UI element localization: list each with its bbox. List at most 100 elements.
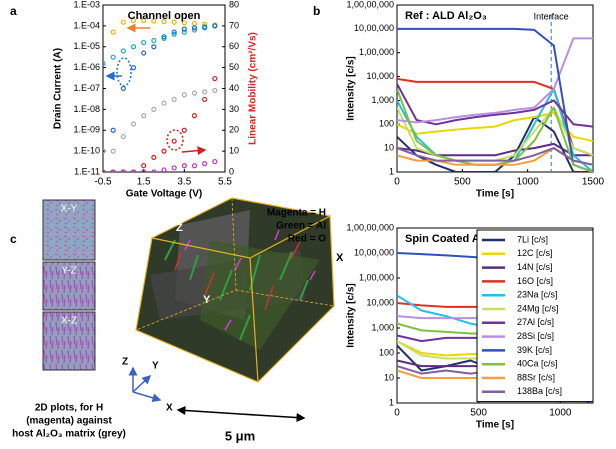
- x-tick-label: 5.5: [218, 177, 232, 188]
- y-tick-label: 10: [384, 143, 394, 153]
- series-line: [397, 83, 593, 128]
- legend-label: 40Ca [c/s]: [517, 359, 558, 369]
- caption: 2D plots, for H: [35, 403, 103, 414]
- series-group: [103, 17, 218, 172]
- legend-label: 7Li [c/s]: [517, 234, 548, 244]
- data-point: [141, 163, 147, 169]
- legend-label: 16O [c/s]: [517, 276, 553, 286]
- series-line: [397, 27, 593, 172]
- strip-label: X-Z: [61, 316, 77, 327]
- data-point: [161, 148, 167, 154]
- cube-axis-label: X: [336, 252, 344, 264]
- data-point: [181, 20, 187, 26]
- data-point: [151, 154, 157, 161]
- y-tick-label: 1,00,00,000: [346, 0, 394, 9]
- data-point: [191, 20, 198, 27]
- x-tick-label: 1.5: [137, 177, 151, 188]
- data-point: [161, 167, 167, 172]
- series-line: [397, 116, 593, 172]
- data-point: [130, 169, 137, 172]
- data-point: [171, 19, 177, 25]
- data-point: [171, 96, 177, 103]
- legend-label: 23Na [c/s]: [517, 290, 558, 300]
- data-point: [151, 169, 157, 172]
- y2-tick-label: 10: [229, 146, 239, 156]
- y-tick-label: 1.E-06: [73, 62, 100, 72]
- data-point: [191, 27, 198, 33]
- slice-strips: [42, 199, 96, 371]
- y-tick-label: 100: [379, 119, 394, 129]
- interface-label: Interface: [534, 11, 569, 21]
- data-point: [161, 34, 167, 40]
- data-point: [171, 165, 177, 171]
- y-tick-label: 1.E-03: [73, 0, 100, 9]
- x-axis-label: Gate Voltage (V): [126, 189, 203, 200]
- scale-label: 5 μm: [225, 428, 255, 443]
- data-point: [191, 90, 198, 96]
- data-point: [110, 29, 116, 35]
- legend-box: [476, 229, 594, 403]
- y-tick-label: 1.E-07: [73, 83, 100, 93]
- y-tick-label: 1,00,000: [359, 47, 394, 57]
- legend-label: 138Ba [c/s]: [517, 386, 562, 396]
- y2-tick-label: 20: [229, 125, 239, 135]
- y-tick-label: 10,00,000: [354, 23, 394, 33]
- series-line: [397, 147, 593, 166]
- x-tick-label: 500: [470, 408, 487, 419]
- series-line: [397, 37, 593, 124]
- y2-tick-label: 30: [229, 104, 239, 114]
- data-point: [171, 29, 177, 35]
- y-tick-label: 1.E-05: [73, 41, 100, 51]
- data-point: [202, 89, 208, 95]
- data-point: [171, 31, 177, 37]
- legend-label: 24Mg [c/s]: [517, 303, 559, 313]
- data-point: [181, 29, 187, 35]
- data-point: [130, 65, 137, 71]
- color-key: Magenta = H: [267, 208, 326, 219]
- y-tick-label: 1: [389, 166, 394, 176]
- x-tick-label: 1000: [549, 408, 572, 419]
- legend-label: 39K [c/s]: [517, 345, 552, 355]
- x-tick-label: 1000: [517, 177, 540, 188]
- annotation-arrows: [105, 23, 207, 156]
- y2-tick-label: 80: [229, 0, 239, 9]
- caption: (magenta) against: [26, 416, 112, 427]
- data-point: [151, 37, 157, 44]
- y-tick-label: 1,00,000: [359, 272, 394, 282]
- x-tick-label: 0: [394, 408, 400, 419]
- y-tick-label: 10: [384, 372, 394, 382]
- data-point: [161, 19, 167, 25]
- triad-label: X: [166, 403, 173, 414]
- strip-label: Y-Z: [61, 266, 76, 277]
- y-tick-label: 1.E-10: [73, 146, 100, 156]
- y-tick-label: 10,00,000: [354, 247, 394, 257]
- data-point: [181, 163, 187, 169]
- axis-triad: [128, 366, 162, 403]
- data-point: [191, 25, 198, 31]
- color-key: Red = O: [288, 234, 326, 245]
- y-tick-label: 1,000: [371, 322, 394, 332]
- y-tick-label: 1.E-09: [73, 125, 100, 135]
- data-point: [181, 92, 187, 98]
- y-tick-label: 10,000: [366, 71, 394, 81]
- data-point: [130, 121, 137, 127]
- cube-axis-label: Y: [203, 294, 211, 306]
- data-point: [103, 148, 106, 154]
- data-point: [103, 60, 106, 67]
- data-point: [110, 127, 116, 133]
- x-axis-label: Time [s]: [476, 420, 514, 431]
- x-tick-label: 500: [454, 177, 471, 188]
- y-axis-label: Intensity [c/s]: [346, 283, 357, 347]
- y-tick-label: 100: [379, 347, 394, 357]
- strip-label: X-Y: [61, 204, 78, 215]
- data-point: [110, 54, 116, 60]
- y-axis-label: Intensity [c/s]: [346, 56, 357, 120]
- y-tick-label: 1,00,00,000: [346, 222, 394, 232]
- volume-render: [135, 197, 335, 383]
- legend-label: 14N [c/s]: [517, 262, 553, 272]
- x-tick-label: 1500: [582, 177, 605, 188]
- y2-tick-label: 60: [229, 41, 239, 51]
- y2-tick-label: 40: [229, 83, 239, 93]
- data-point: [110, 148, 116, 154]
- legend-label: 88Sr [c/s]: [517, 372, 555, 382]
